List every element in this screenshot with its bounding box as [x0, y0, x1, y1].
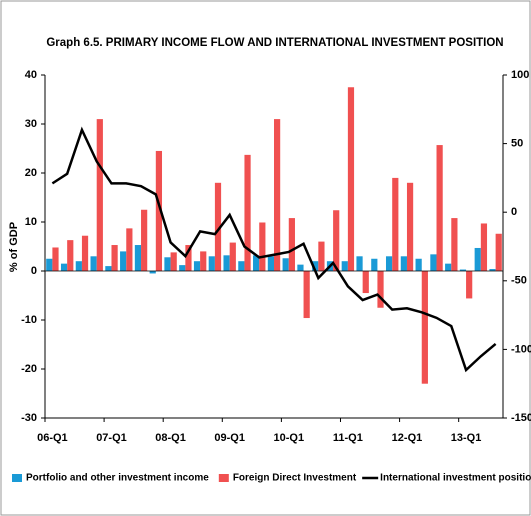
bar — [46, 258, 53, 271]
y-tick-label: 0 — [31, 265, 37, 277]
y-tick-label: -10 — [21, 314, 37, 326]
x-tick-label: 10-Q1 — [273, 432, 304, 444]
legend-label: Foreign Direct Investment — [233, 473, 357, 484]
bar — [436, 145, 443, 271]
y2-tick-label: -150 — [511, 412, 531, 424]
x-tick-label: 13-Q1 — [451, 432, 482, 444]
bar — [75, 261, 82, 271]
bar — [149, 271, 156, 274]
bar — [185, 245, 192, 271]
bar — [385, 256, 393, 271]
bar — [341, 261, 348, 271]
bar — [155, 150, 163, 271]
bar — [466, 271, 473, 299]
bar — [111, 245, 118, 271]
bar — [347, 87, 355, 271]
bar — [179, 265, 186, 271]
bar — [229, 242, 236, 271]
bar — [282, 258, 289, 271]
bar — [253, 255, 260, 271]
y-tick-label: -30 — [21, 412, 37, 424]
bar — [134, 245, 142, 271]
bar — [495, 233, 502, 271]
bar — [244, 154, 251, 271]
bar — [392, 177, 399, 271]
bar — [288, 218, 295, 271]
x-tick-label: 12-Q1 — [392, 432, 423, 444]
bar — [333, 210, 340, 271]
bar — [459, 269, 467, 271]
y2-tick-label: 0 — [511, 206, 517, 218]
x-tick-label: 11-Q1 — [333, 432, 363, 444]
y-tick-label: 20 — [25, 167, 37, 179]
y2-tick-label: 100 — [511, 69, 529, 81]
bar — [141, 209, 148, 271]
bar — [267, 256, 274, 271]
x-tick-label: 07-Q1 — [96, 432, 127, 444]
bar — [480, 223, 488, 271]
bar — [96, 119, 103, 271]
bar — [400, 256, 407, 271]
bar — [415, 258, 422, 271]
y2-tick-label: -100 — [511, 343, 531, 355]
bar — [445, 263, 452, 271]
bar — [356, 256, 363, 271]
bar — [377, 271, 384, 308]
y-tick-label: 40 — [25, 69, 37, 81]
bar — [164, 257, 171, 271]
chart-title: Graph 6.5. PRIMARY INCOME FLOW AND INTER… — [46, 37, 503, 49]
x-tick-label: 08-Q1 — [155, 432, 186, 444]
bar — [274, 119, 281, 271]
bar — [238, 261, 245, 271]
bar — [362, 271, 369, 294]
bar — [170, 252, 177, 271]
y-tick-label: 10 — [25, 216, 37, 228]
bar — [208, 256, 215, 271]
bar — [200, 251, 207, 271]
bar — [81, 235, 89, 271]
y-axis-label: % of GDP — [8, 222, 20, 272]
bar — [318, 241, 325, 271]
y2-tick-label: -50 — [511, 275, 527, 287]
legend-swatch — [218, 474, 229, 482]
bar — [312, 261, 319, 271]
bar — [371, 258, 378, 271]
bar — [126, 228, 133, 271]
bar — [259, 222, 266, 271]
y-tick-label: -20 — [21, 363, 37, 375]
bar — [52, 247, 59, 271]
y2-tick-label: 50 — [511, 138, 523, 150]
bar — [120, 251, 127, 271]
bar — [105, 266, 112, 271]
legend-swatch — [12, 474, 22, 482]
bar — [489, 269, 496, 271]
bar — [421, 271, 428, 384]
legend-label: Portfolio and other investment income — [26, 473, 209, 484]
bar — [90, 256, 97, 271]
bar — [223, 255, 230, 271]
bar — [430, 254, 437, 271]
bar — [67, 240, 74, 271]
x-tick-label: 09-Q1 — [214, 432, 245, 444]
legend-label: International investment position (rhs) — [380, 473, 531, 484]
bar — [60, 263, 68, 271]
x-tick-label: 06-Q1 — [37, 432, 68, 444]
line — [51, 126, 497, 373]
bar — [303, 271, 310, 319]
y-tick-label: 30 — [25, 118, 37, 130]
bar — [474, 247, 481, 271]
bar — [297, 264, 304, 271]
bar — [406, 182, 414, 271]
bar — [193, 261, 201, 271]
bar — [451, 218, 458, 271]
bar — [214, 182, 222, 271]
